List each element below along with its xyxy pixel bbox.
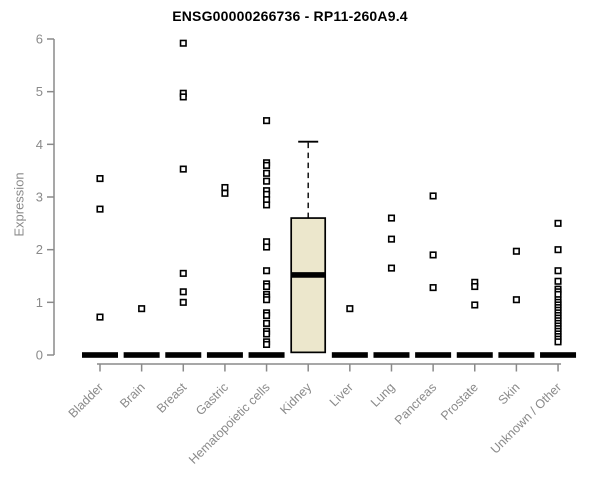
y-tick-label: 0 <box>36 348 43 363</box>
collapsed-box <box>373 352 410 358</box>
outlier-point <box>96 175 104 183</box>
outlier-point <box>471 282 479 291</box>
outlier-point <box>471 301 479 309</box>
box <box>290 217 327 354</box>
outlier-point <box>179 165 187 173</box>
x-category-label: Brain <box>117 380 148 411</box>
outlier-point <box>512 247 520 255</box>
outlier-point <box>263 319 271 327</box>
outlier-point <box>221 189 229 197</box>
outlier-point <box>138 305 146 313</box>
outlier-point <box>96 205 104 213</box>
outlier-point <box>179 39 187 47</box>
x-category-label: Bladder <box>66 380 106 420</box>
x-category-label: Breast <box>154 380 190 416</box>
outlier-point <box>263 161 271 169</box>
x-category-label: Kidney <box>277 380 314 417</box>
outlier-point <box>263 296 271 304</box>
outlier-point <box>387 214 396 222</box>
outlier-point <box>263 201 271 209</box>
collapsed-box <box>123 352 160 358</box>
outlier-point <box>387 235 396 243</box>
outlier-point <box>387 264 396 272</box>
collapsed-box <box>165 352 202 358</box>
outlier-point <box>554 338 562 346</box>
outlier-point <box>429 192 437 200</box>
outlier-point <box>263 267 271 275</box>
outlier-point <box>429 251 437 259</box>
outlier-point <box>554 219 562 227</box>
y-tick-label: 5 <box>36 84 43 99</box>
collapsed-box <box>498 352 535 358</box>
outlier-point <box>263 330 271 338</box>
collapsed-box <box>82 352 118 358</box>
y-tick-label: 2 <box>36 242 43 257</box>
outlier-point <box>512 296 520 304</box>
outlier-point <box>263 340 271 349</box>
outlier-point <box>429 284 437 292</box>
collapsed-box <box>331 352 368 358</box>
outlier-point <box>263 311 271 320</box>
collapsed-box <box>248 352 285 358</box>
outlier-point <box>346 305 354 313</box>
outlier-point <box>179 288 187 296</box>
outlier-point <box>263 117 271 125</box>
outlier-point <box>263 282 271 291</box>
x-category-label: Unknown / Other <box>488 380 564 456</box>
collapsed-box <box>540 352 577 358</box>
x-category-label: Liver <box>327 380 356 409</box>
x-category-label: Skin <box>495 380 522 407</box>
outlier-point <box>179 93 187 101</box>
y-tick-label: 6 <box>36 31 43 46</box>
x-category-label: Gastric <box>193 380 231 418</box>
x-category-label: Prostate <box>438 380 481 423</box>
y-tick-label: 4 <box>36 137 43 152</box>
y-tick-label: 3 <box>36 189 43 204</box>
x-category-label: Pancreas <box>392 380 439 427</box>
collapsed-box <box>456 352 493 358</box>
outlier-point <box>179 269 187 277</box>
outlier-point <box>263 177 271 185</box>
outlier-point <box>554 277 562 285</box>
outlier-point <box>221 183 229 192</box>
collapsed-box <box>415 352 452 358</box>
collapsed-box <box>206 352 243 358</box>
outlier-point <box>179 298 187 306</box>
chart-title: ENSG00000266736 - RP11-260A9.4 <box>172 8 408 24</box>
x-category-label: Lung <box>368 380 398 410</box>
median-line <box>291 272 326 278</box>
outlier-point <box>263 243 271 251</box>
outlier-point <box>263 169 271 177</box>
outlier-point <box>554 246 562 254</box>
outlier-point <box>554 267 562 275</box>
x-category-label: Hematopoietic cells <box>186 380 273 467</box>
outlier-point <box>96 313 104 321</box>
y-tick-label: 1 <box>36 295 43 310</box>
